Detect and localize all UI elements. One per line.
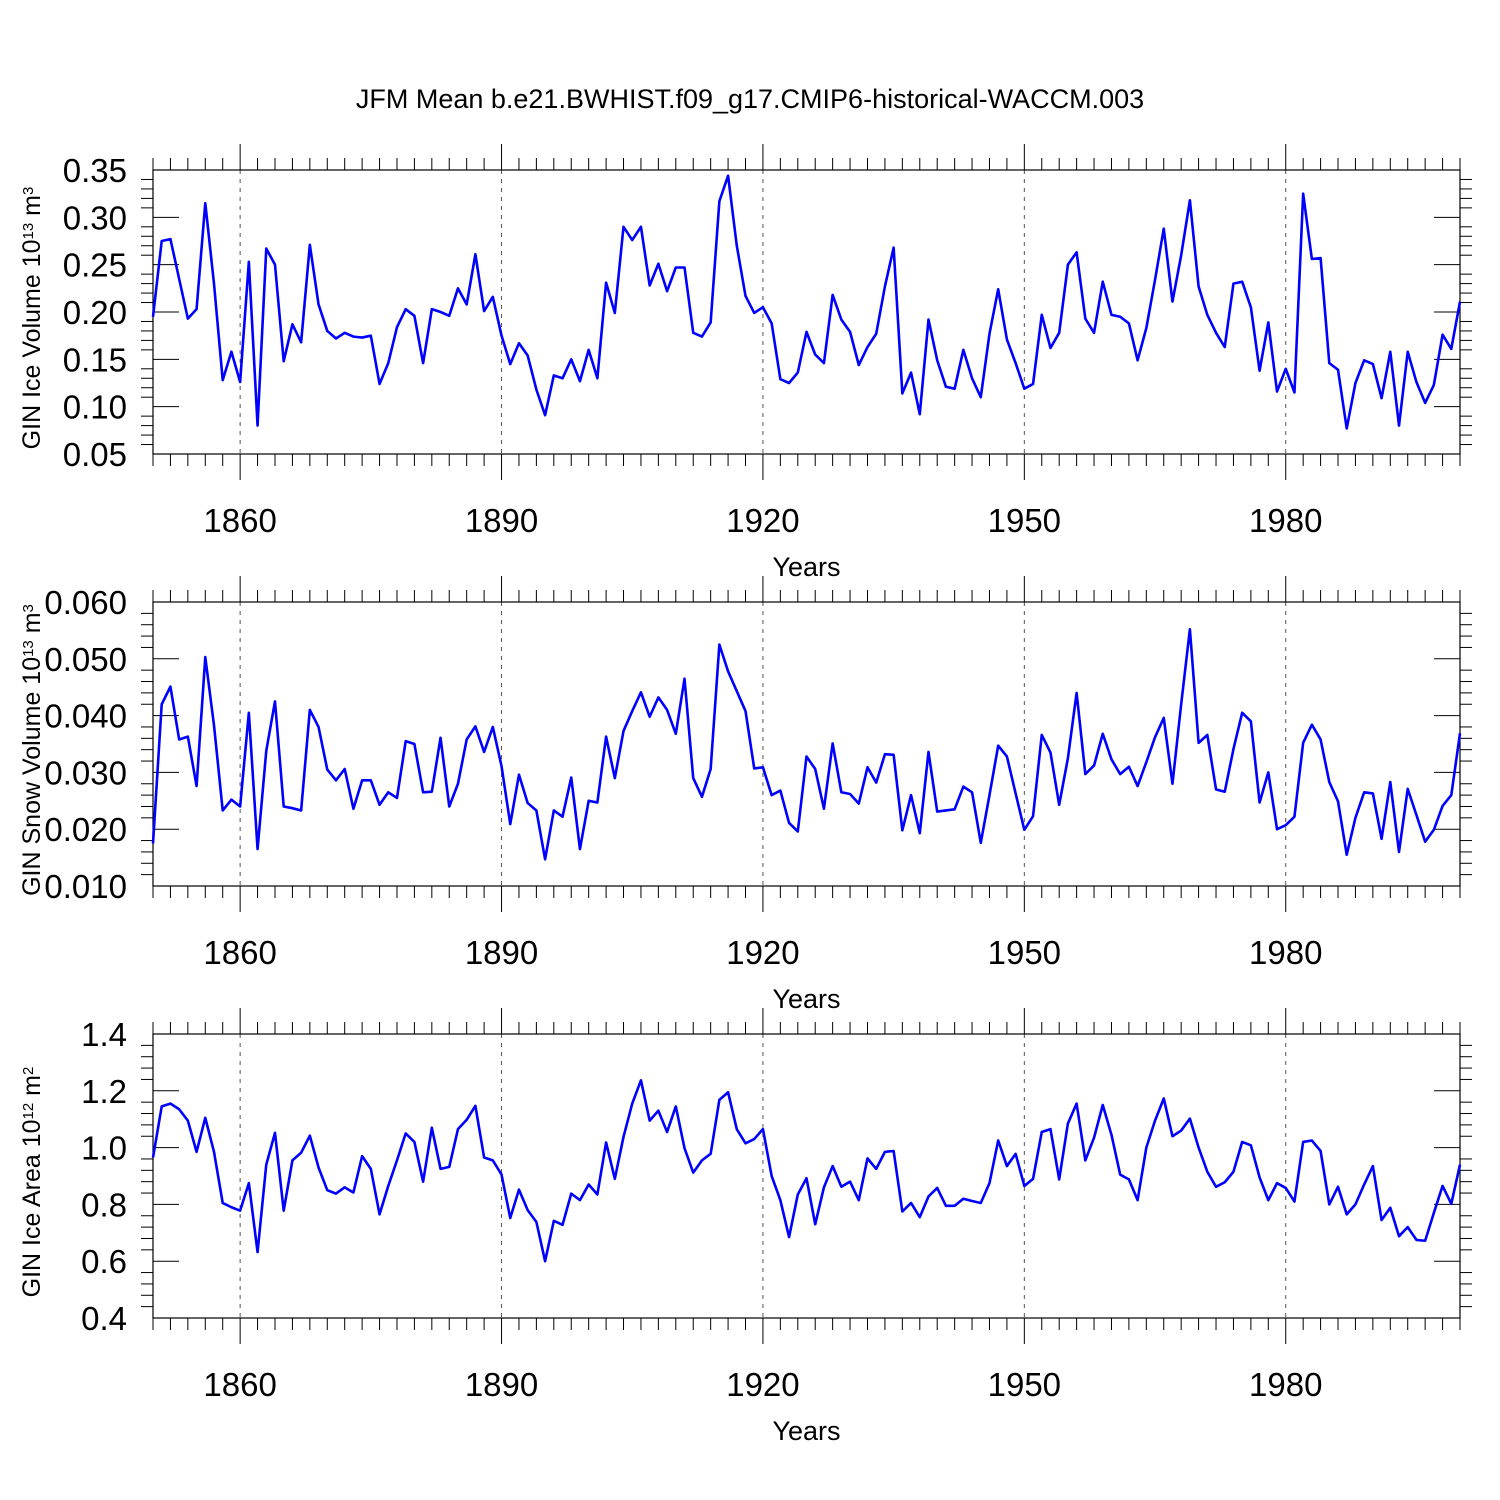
x-tick-label: 1920: [726, 1366, 799, 1403]
y-tick-label: 0.050: [44, 641, 127, 678]
y-tick-label: 0.30: [63, 199, 127, 236]
x-tick-label: 1890: [465, 934, 538, 971]
y-axis-title: GIN Ice Volume 1013 m3: [18, 187, 46, 450]
x-tick-label: 1920: [726, 502, 799, 539]
x-tick-label: 1980: [1249, 934, 1322, 971]
x-axis-title: Years: [772, 1416, 840, 1446]
series-line-ice-area: [151, 1078, 1462, 1263]
y-axis-title: GIN Ice Area 1012 m2: [18, 1067, 46, 1298]
plot-frame: [152, 169, 1461, 455]
x-tick-label: 1860: [203, 934, 276, 971]
y-tick-label: 0.20: [63, 294, 127, 331]
y-tick-label: 1.0: [81, 1130, 127, 1167]
x-tick-label: 1950: [988, 1366, 1061, 1403]
plot-frame: [152, 601, 1461, 887]
x-tick-label: 1950: [988, 502, 1061, 539]
y-tick-label: 0.040: [44, 698, 127, 735]
x-tick-label: 1950: [988, 934, 1061, 971]
y-tick-label: 0.8: [81, 1186, 127, 1223]
x-tick-label: 1860: [203, 502, 276, 539]
x-tick-label: 1920: [726, 934, 799, 971]
panel-snow-volume: 0.010 0.020 0.030 0.040 0.050 0.060 1860 1890 19…: [18, 576, 1472, 1014]
plot-frame: [152, 1033, 1461, 1319]
y-tick-label: 0.030: [44, 754, 127, 791]
y-tick-label: 0.4: [81, 1300, 127, 1337]
x-axis-title: Years: [772, 552, 840, 582]
y-tick-label: 0.05: [63, 436, 127, 473]
y-tick-label: 1.4: [81, 1016, 127, 1053]
panel-ice-area: 0.4 0.6 0.8 1.0 1.2 1.4 1860 1890 1920 1950 1980 Ye…: [18, 1008, 1472, 1446]
series-line-ice-volume: [151, 174, 1462, 430]
y-tick-label: 0.6: [81, 1243, 127, 1280]
x-tick-label: 1980: [1249, 1366, 1322, 1403]
y-axis-title: GIN Snow Volume 1013 m3: [18, 604, 46, 896]
x-tick-label: 1980: [1249, 502, 1322, 539]
y-tick-label: 0.10: [63, 389, 127, 426]
x-tick-label: 1860: [203, 1366, 276, 1403]
x-axis-title: Years: [772, 984, 840, 1014]
series-line-snow-volume: [151, 627, 1462, 861]
x-tick-label: 1890: [465, 1366, 538, 1403]
y-tick-label: 0.010: [44, 868, 127, 905]
panel-ice-volume: 0.05 0.10 0.15 0.20 0.25 0.30 0.35 1860 1890 1920…: [18, 144, 1472, 582]
y-tick-label: 0.060: [44, 584, 127, 621]
y-tick-label: 0.020: [44, 811, 127, 848]
y-tick-label: 1.2: [81, 1073, 127, 1110]
y-tick-label: 0.35: [63, 152, 127, 189]
y-tick-label: 0.15: [63, 341, 127, 378]
y-tick-label: 0.25: [63, 247, 127, 284]
x-tick-label: 1890: [465, 502, 538, 539]
chart-title: JFM Mean b.e21.BWHIST.f09_g17.CMIP6-hist…: [356, 84, 1144, 114]
